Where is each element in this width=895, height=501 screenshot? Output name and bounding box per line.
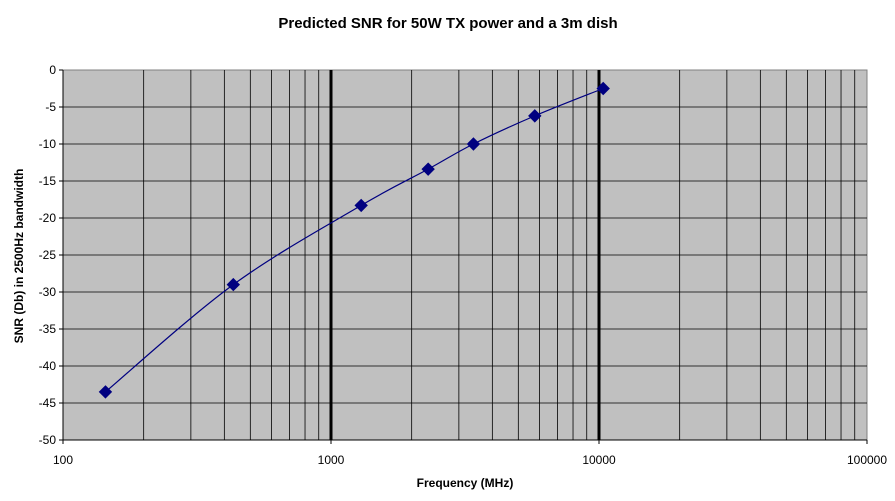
series-layer: [98, 81, 610, 399]
data-point-marker: [596, 81, 610, 96]
y-axis-label: SNR (Db) in 2500Hz bandwidth: [12, 169, 26, 344]
y-tick-label: 0: [49, 63, 56, 77]
x-tick-label: 100000: [847, 453, 887, 467]
plot-area: [62, 69, 868, 441]
data-point-marker: [354, 198, 368, 213]
y-tick-label: -50: [39, 433, 57, 447]
y-tick-label: -10: [39, 137, 57, 151]
data-point-marker: [226, 277, 241, 292]
y-tick-label: -5: [45, 100, 56, 114]
x-tick-label: 10000: [582, 453, 616, 467]
data-point-marker: [421, 162, 435, 176]
x-tick-label: 1000: [318, 453, 345, 467]
x-tick-label: 100: [53, 453, 73, 467]
y-tick-label: -45: [39, 396, 57, 410]
data-point-marker: [528, 109, 542, 123]
y-tick-label: -20: [39, 211, 57, 225]
x-axis-label: Frequency (MHz): [417, 476, 514, 490]
y-tick-label: -35: [39, 322, 57, 336]
y-tick-label: -15: [39, 174, 57, 188]
data-point-marker: [466, 137, 481, 151]
y-axis-ticks: 0 -5 -10 -15 -20 -25 -30 -35 -40 -45 -50: [39, 63, 63, 447]
y-tick-label: -25: [39, 248, 57, 262]
y-tick-label: -30: [39, 285, 57, 299]
data-point-marker: [98, 385, 113, 399]
y-tick-label: -40: [39, 359, 57, 373]
grid: [62, 70, 867, 441]
chart-title: Predicted SNR for 50W TX power and a 3m …: [278, 15, 617, 32]
x-axis-ticks: 100 1000 10000 100000: [53, 440, 887, 467]
